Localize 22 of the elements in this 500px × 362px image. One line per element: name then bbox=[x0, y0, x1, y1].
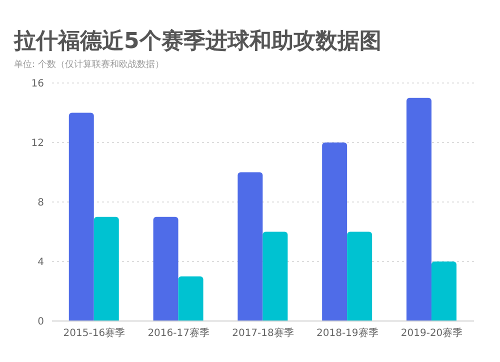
x-tick-label: 2017-18赛季 bbox=[232, 327, 294, 340]
y-tick-label: 16 bbox=[31, 78, 44, 90]
bar bbox=[94, 216, 119, 321]
bar bbox=[178, 276, 204, 321]
y-tick-label: 4 bbox=[38, 257, 44, 268]
bar bbox=[262, 232, 288, 321]
y-tick-label: 12 bbox=[31, 138, 44, 150]
chart-title: 拉什福德近5个赛季进球和助攻数据图 bbox=[12, 28, 382, 56]
bar bbox=[431, 262, 456, 321]
bar bbox=[406, 98, 432, 321]
bar bbox=[153, 216, 178, 321]
chart-subtitle: 单位: 个数（仅计算联赛和欧战数据） bbox=[13, 58, 165, 71]
x-tick-label: 2018-19赛季 bbox=[316, 327, 378, 340]
bar bbox=[347, 232, 372, 321]
y-tick-label: 0 bbox=[38, 316, 44, 328]
x-tick-label: 2019-20赛季 bbox=[400, 327, 463, 340]
y-tick-label: 8 bbox=[38, 198, 44, 209]
bar bbox=[322, 142, 348, 321]
x-tick-label: 2016-17赛季 bbox=[148, 327, 210, 340]
x-tick-label: 2015-16赛季 bbox=[63, 327, 126, 340]
bar bbox=[68, 112, 94, 321]
bar bbox=[238, 172, 263, 321]
